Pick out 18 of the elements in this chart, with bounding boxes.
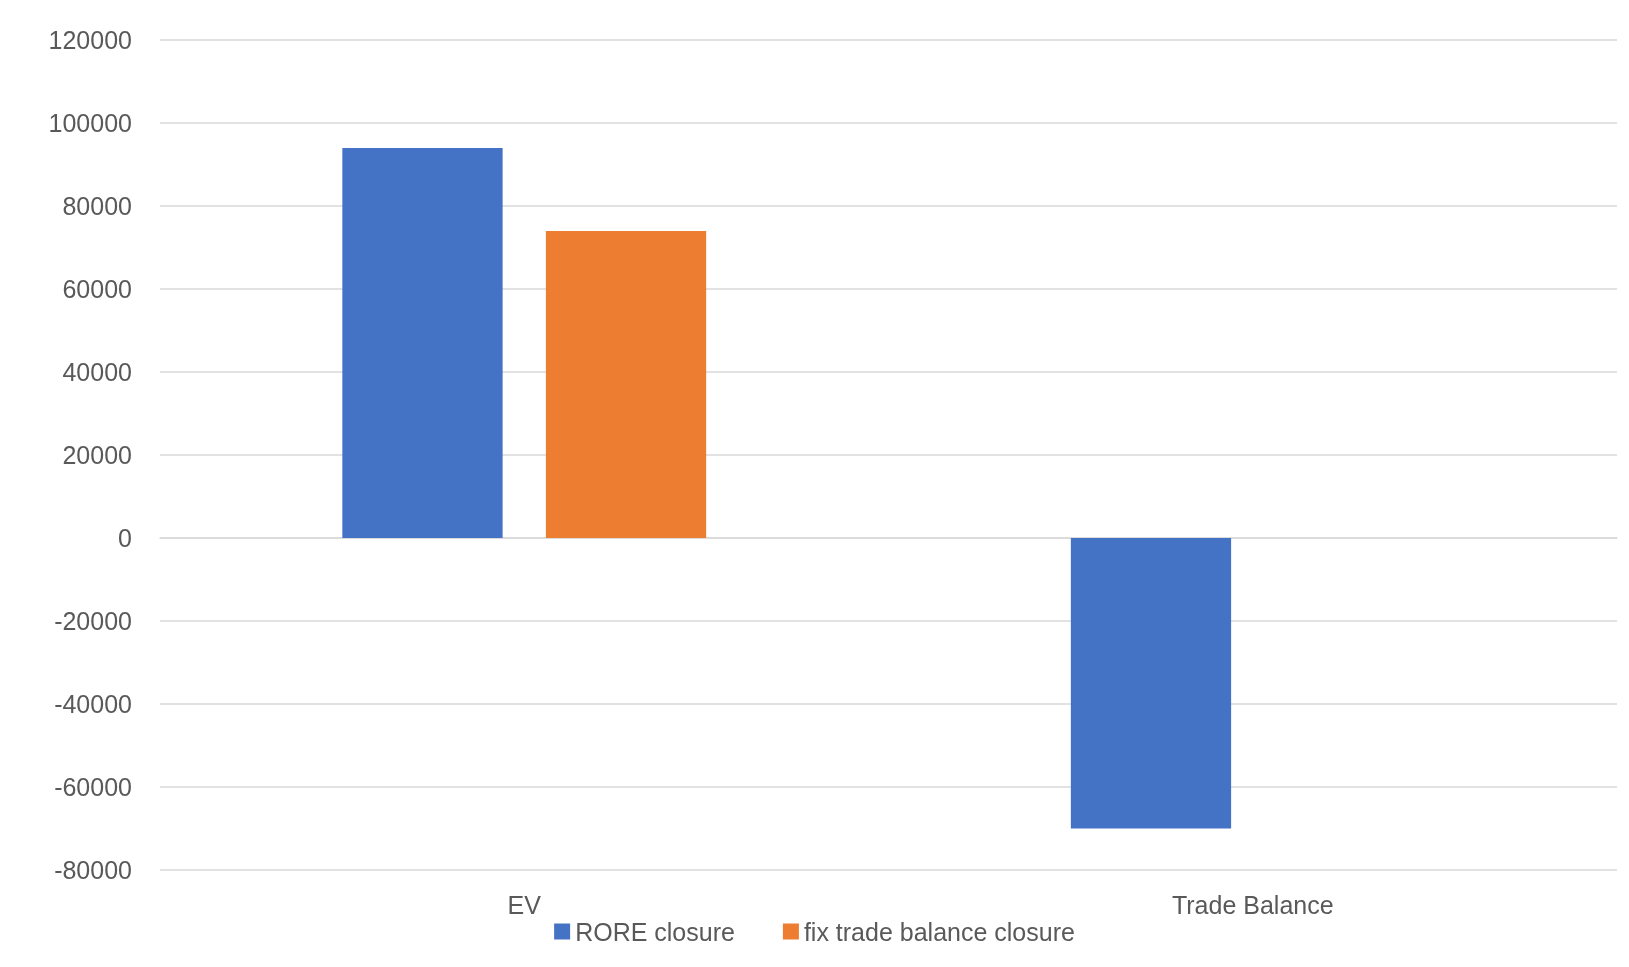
y-tick-label: 60000 <box>62 275 132 303</box>
bar <box>342 147 503 538</box>
legend-label: fix trade balance closure <box>803 917 1075 946</box>
y-tick-label: -60000 <box>54 773 132 801</box>
y-tick-label: -80000 <box>54 856 132 884</box>
bar <box>1070 538 1232 829</box>
y-tick-label: 80000 <box>62 192 132 220</box>
x-tick-label: EV <box>507 890 542 919</box>
y-tick-label: 20000 <box>62 441 132 469</box>
bar <box>545 230 707 538</box>
y-tick-label: -40000 <box>54 690 132 718</box>
y-tick-label: 40000 <box>62 358 132 386</box>
y-tick-label: 100000 <box>48 109 132 137</box>
y-tick-label: 0 <box>118 524 132 552</box>
legend-label: RORE closure <box>575 917 735 946</box>
y-tick-label: 120000 <box>48 26 132 54</box>
x-tick-label: Trade Balance <box>1171 890 1334 919</box>
y-tick-label: -20000 <box>54 607 132 635</box>
